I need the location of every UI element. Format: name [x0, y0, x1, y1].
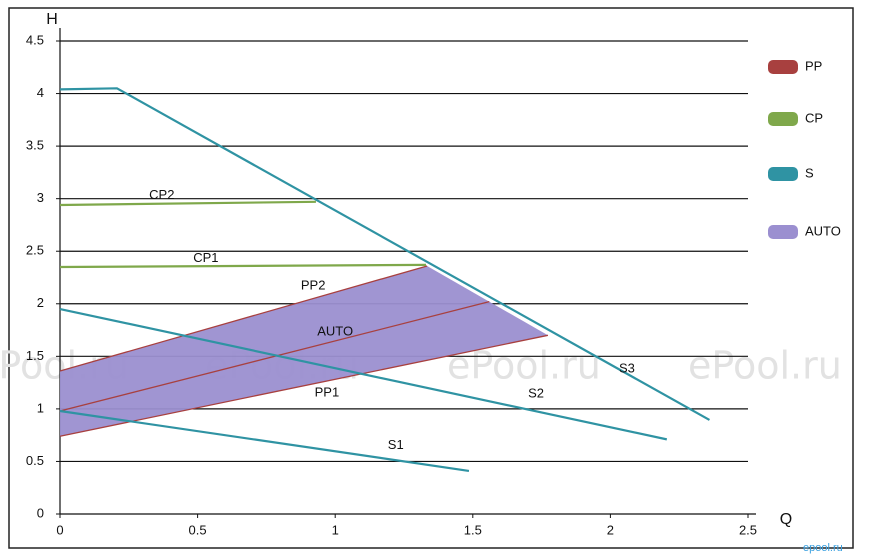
legend-swatch — [768, 60, 798, 74]
x-tick-label: 2 — [607, 522, 614, 537]
x-tick-label: 0.5 — [189, 522, 207, 537]
y-tick-label: 3 — [37, 190, 44, 205]
series-label: CP2 — [149, 187, 174, 202]
series-label: CP1 — [193, 250, 218, 265]
y-axis-label: H — [46, 11, 58, 28]
series-line — [59, 263, 427, 269]
series-label: S1 — [388, 437, 404, 452]
frame — [8, 7, 854, 549]
y-tick-label: 4.5 — [26, 32, 44, 47]
series-line — [59, 334, 549, 437]
series-line — [59, 301, 490, 412]
auto-region — [60, 265, 548, 437]
watermark: ePool.ru — [688, 344, 842, 388]
y-tick-label: 3.5 — [26, 138, 44, 153]
x-tick-label: 0 — [56, 522, 63, 537]
series-label: AUTO — [317, 324, 353, 339]
series-line — [59, 87, 711, 421]
y-tick-label: 1 — [37, 400, 44, 415]
series-line — [59, 409, 470, 472]
series-label: S3 — [619, 360, 635, 375]
x-tick-label: 1.5 — [464, 522, 482, 537]
legend-label: AUTO — [805, 223, 841, 238]
y-tick-label: 2.5 — [26, 243, 44, 258]
legend-swatch — [768, 112, 798, 126]
site-mark: epool.ru — [803, 542, 843, 554]
y-tick-label: 2 — [37, 295, 44, 310]
legend-label: PP — [805, 58, 822, 73]
legend-swatch — [768, 225, 798, 239]
series-line — [59, 265, 428, 372]
x-tick-label: 1 — [332, 522, 339, 537]
legend-label: S — [805, 165, 814, 180]
x-axis-label: Q — [780, 511, 792, 528]
legend-swatch — [768, 167, 798, 181]
x-tick-label: 2.5 — [739, 522, 757, 537]
series-label: PP1 — [315, 385, 340, 400]
y-tick-label: 1.5 — [26, 348, 44, 363]
series-label: PP2 — [301, 277, 326, 292]
y-tick-label: 0.5 — [26, 453, 44, 468]
series-label: S2 — [528, 386, 544, 401]
series-line — [59, 307, 668, 441]
y-tick-label: 4 — [37, 85, 44, 100]
series-line — [59, 200, 316, 207]
legend-label: CP — [805, 110, 823, 125]
y-tick-label: 0 — [37, 505, 44, 520]
